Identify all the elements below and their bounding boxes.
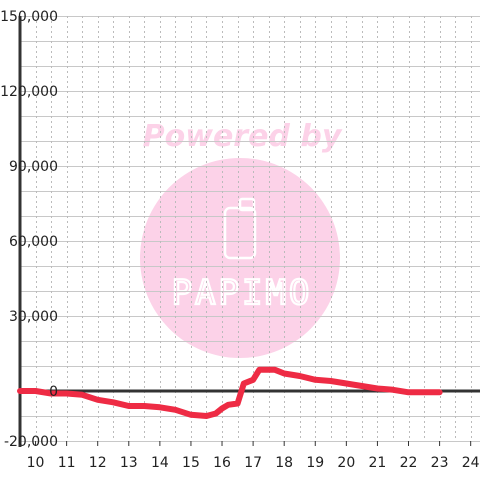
x-tick-label: 11 [58, 455, 76, 471]
y-tick-label: 150,000 [0, 9, 58, 25]
x-tick-label: 15 [182, 455, 200, 471]
x-tick-label: 20 [337, 455, 355, 471]
x-tick-label: 16 [213, 455, 231, 471]
y-tick-label: 90,000 [9, 159, 58, 175]
x-tick-label: 24 [462, 455, 480, 471]
y-tick-label: 30,000 [9, 309, 58, 325]
series-layer [17, 366, 443, 419]
x-tick-label: 13 [120, 455, 138, 471]
grid [20, 16, 480, 442]
x-tick-label: 17 [244, 455, 262, 471]
x-tick-label: 18 [275, 455, 293, 471]
watermark-powered-by-text: Powered by [143, 119, 343, 154]
x-tick-label: 23 [431, 455, 449, 471]
watermark-brand-text: PAPIMO [172, 273, 313, 313]
y-tick-label: 0 [49, 384, 58, 400]
x-tick-label: 21 [369, 455, 387, 471]
tick-labels: 10 11 12 13 14 15 16 17 18 19 20 21 22 23 24 -20,000 0 30… [0, 9, 480, 471]
x-tick-label: 12 [89, 455, 107, 471]
series-line [17, 366, 443, 419]
x-tick-label: 19 [306, 455, 324, 471]
y-tick-label: 120,000 [0, 84, 58, 100]
y-tick-label: -20,000 [4, 434, 58, 450]
x-tick-label: 14 [151, 455, 169, 471]
watermark: Powered by PAPIMO [140, 119, 343, 358]
phone-icon [223, 197, 257, 260]
x-tick-label: 10 [27, 455, 45, 471]
x-tick-label: 22 [400, 455, 418, 471]
y-tick-label: 60,000 [9, 234, 58, 250]
